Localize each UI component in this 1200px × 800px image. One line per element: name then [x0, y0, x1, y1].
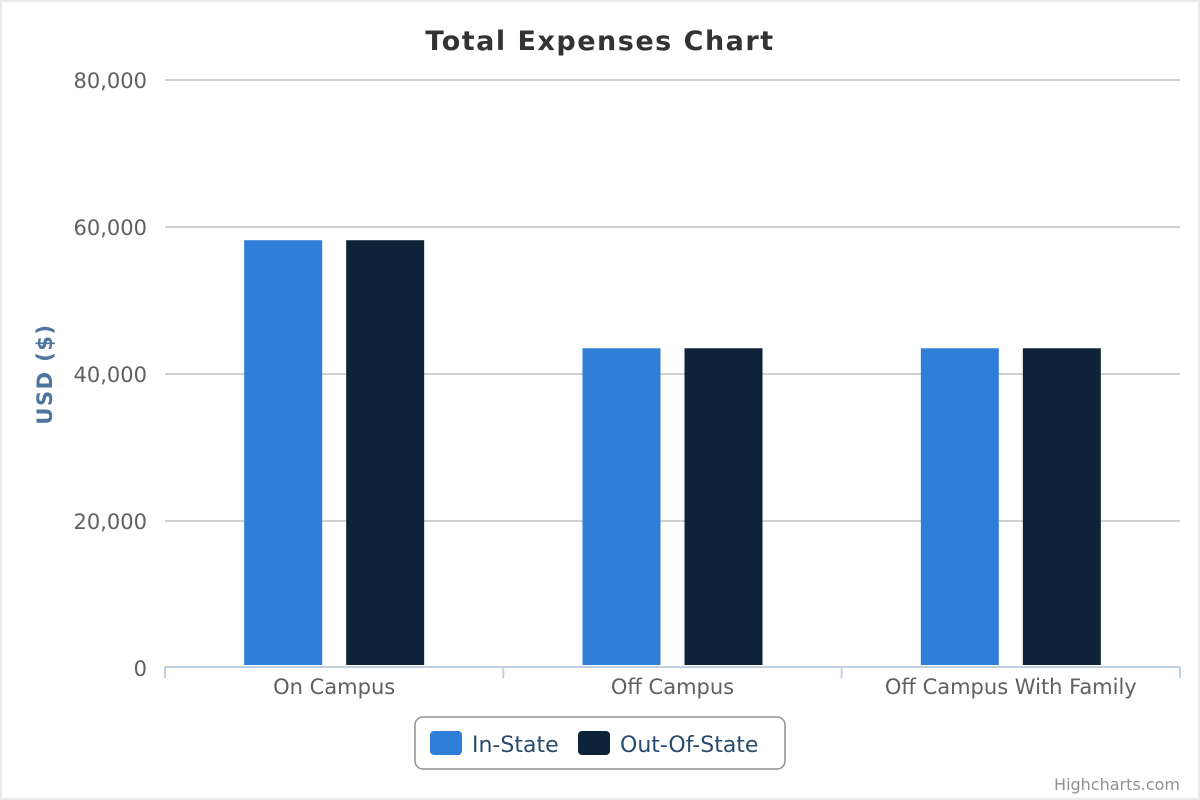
bar-out-of-state-off-campus — [684, 348, 763, 665]
y-axis-label: USD ($) — [33, 323, 57, 424]
legend-item-out-of-state[interactable]: Out-Of-State — [578, 731, 758, 758]
bar-out-of-state-off-campus-with-family — [1022, 348, 1101, 665]
x-tick-label: Off Campus — [611, 675, 734, 699]
bar-out-of-state-on-campus — [346, 240, 425, 666]
y-tick-label: 40,000 — [74, 363, 147, 387]
bar-in-state-off-campus — [582, 348, 661, 665]
credits-link[interactable]: Highcharts.com — [1054, 775, 1180, 794]
legend: In-State Out-Of-State — [414, 716, 786, 770]
legend-label-in-state: In-State — [472, 733, 559, 758]
y-tick-label: 20,000 — [74, 510, 147, 534]
legend-swatch-out-of-state — [578, 731, 610, 755]
y-tick-label: 80,000 — [74, 69, 147, 93]
y-tick-label: 0 — [134, 657, 147, 681]
y-tick-label: 60,000 — [74, 216, 147, 240]
bar-in-state-on-campus — [244, 240, 323, 666]
legend-item-in-state[interactable]: In-State — [430, 731, 559, 758]
legend-swatch-in-state — [430, 731, 462, 755]
legend-label-out-of-state: Out-Of-State — [620, 733, 758, 758]
bar-in-state-off-campus-with-family — [920, 348, 999, 665]
chart-title: Total Expenses Chart — [425, 26, 774, 57]
x-tick-label: Off Campus With Family — [885, 675, 1137, 699]
x-tick-label: On Campus — [273, 675, 395, 699]
